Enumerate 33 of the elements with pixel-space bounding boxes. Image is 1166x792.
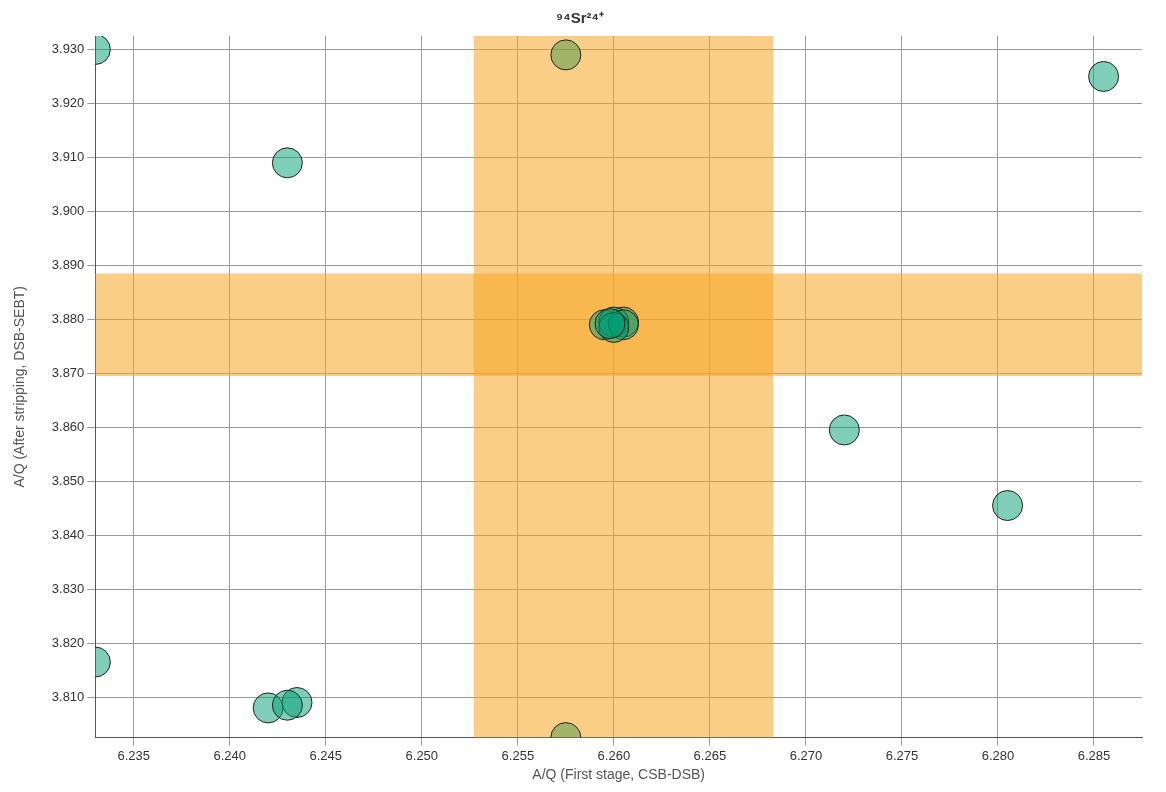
y-tick-label: 3.910 xyxy=(51,149,85,165)
point xyxy=(271,147,303,179)
y-tick-label: 3.810 xyxy=(51,688,85,704)
y-tick-label: 3.830 xyxy=(51,580,85,596)
y-tick-label: 3.820 xyxy=(51,634,85,650)
x-tick-label: 6.265 xyxy=(693,747,727,763)
y-tick-label: 3.840 xyxy=(51,526,85,542)
y-tick-label: 3.860 xyxy=(51,418,85,434)
y-axis-title: A/Q (After stripping, DSB-SEBT) xyxy=(11,286,28,488)
x-tick-label: 6.240 xyxy=(213,747,247,763)
y-tick-label: 3.880 xyxy=(51,310,85,326)
x-tick-label: 6.275 xyxy=(885,747,919,763)
x-tick-label: 6.245 xyxy=(309,747,343,763)
x-axis-title: A/Q (First stage, CSB-DSB) xyxy=(532,766,706,783)
x-tick-label: 6.260 xyxy=(597,747,631,763)
x-tick-label: 6.250 xyxy=(405,747,439,763)
y-tick-label: 3.850 xyxy=(51,472,85,488)
x-tick-label: 6.270 xyxy=(789,747,823,763)
chart-title: ⁹⁴Sr²⁴⁺ xyxy=(556,9,604,27)
y-tick-label: 3.920 xyxy=(51,95,85,111)
x-tick-label: 6.280 xyxy=(981,747,1015,763)
y-tick-label: 3.900 xyxy=(51,202,85,218)
x-tick-label: 6.235 xyxy=(117,747,151,763)
point xyxy=(271,689,303,721)
point xyxy=(828,414,860,446)
y-tick-label: 3.870 xyxy=(51,364,85,380)
x-tick-label: 6.285 xyxy=(1077,747,1111,763)
x-tick-label: 6.255 xyxy=(501,747,535,763)
point xyxy=(550,39,582,71)
y-tick-label: 3.890 xyxy=(51,256,85,272)
y-tick-label: 3.930 xyxy=(51,41,85,57)
point xyxy=(992,490,1024,522)
point xyxy=(1088,60,1120,92)
